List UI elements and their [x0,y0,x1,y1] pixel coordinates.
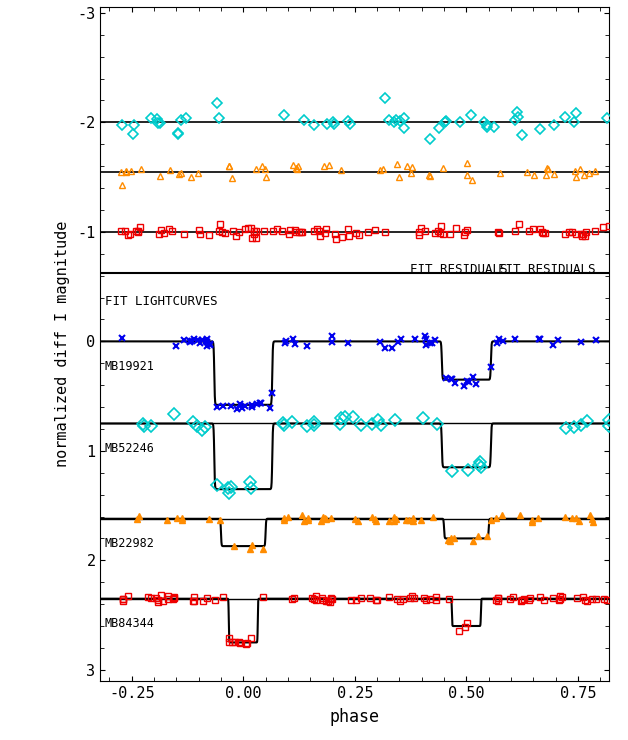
X-axis label: phase: phase [330,707,380,726]
Y-axis label: normalized diff I magnitude: normalized diff I magnitude [55,221,70,467]
Text: MB22982: MB22982 [105,537,155,551]
Text: MB52246: MB52246 [105,442,155,455]
Text: FIT LIGHTCURVES: FIT LIGHTCURVES [105,295,217,309]
Text: MB84344: MB84344 [105,617,155,630]
Text: FIT RESIDUALS: FIT RESIDUALS [498,263,596,275]
Text: MB19921: MB19921 [105,360,155,373]
Text: FIT RESIDUALS: FIT RESIDUALS [410,263,507,275]
